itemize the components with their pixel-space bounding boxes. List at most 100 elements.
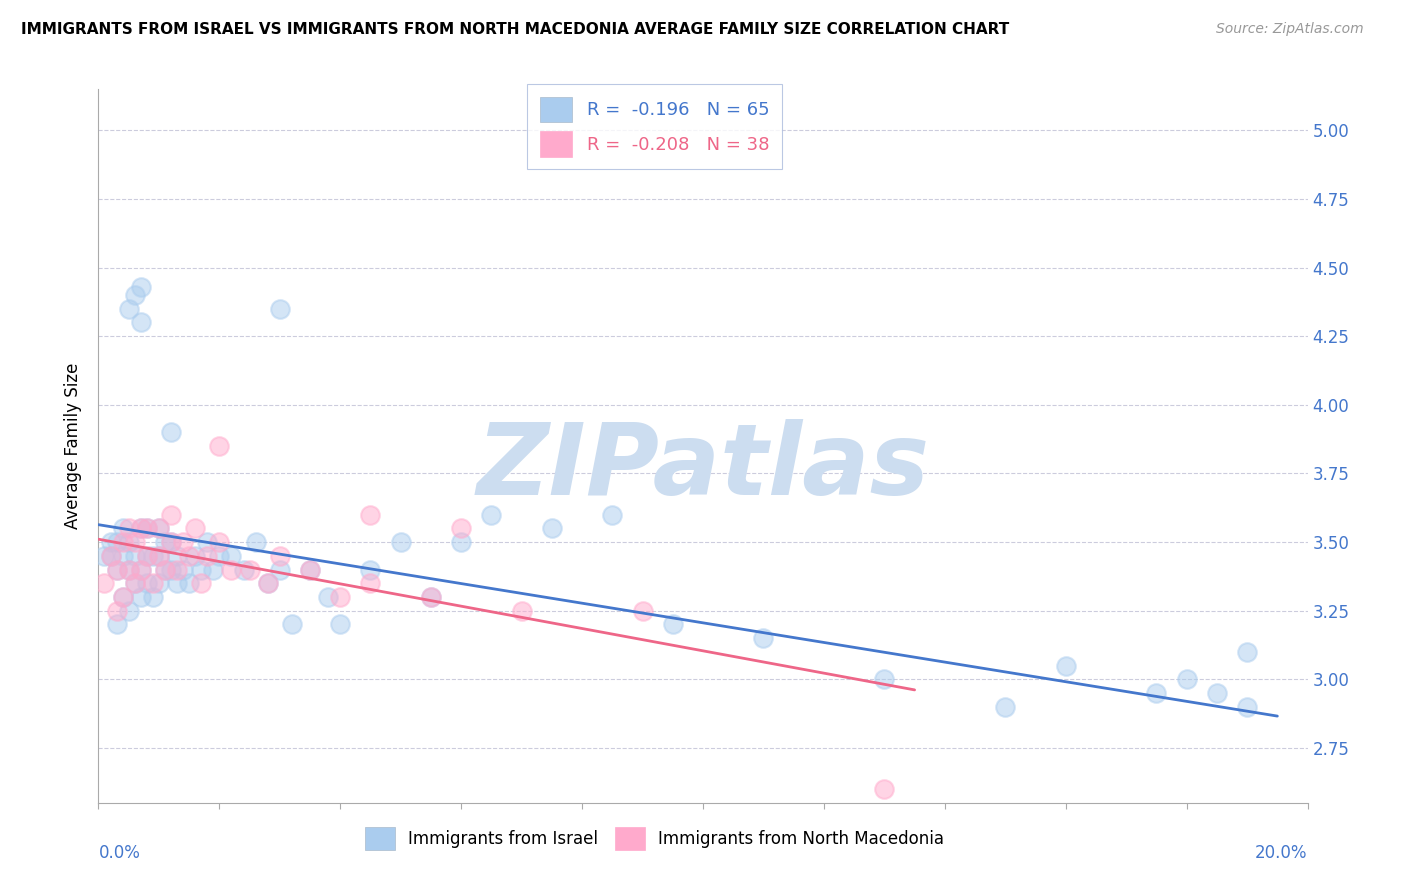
Point bbox=[540, 521, 562, 535]
Point bbox=[360, 508, 382, 522]
Point bbox=[148, 576, 170, 591]
Text: 20.0%: 20.0% bbox=[1256, 844, 1308, 862]
Point bbox=[129, 521, 152, 535]
Point bbox=[100, 549, 122, 563]
Point bbox=[360, 562, 382, 576]
Point bbox=[129, 521, 152, 535]
Point bbox=[100, 549, 122, 563]
Point bbox=[1144, 686, 1167, 700]
Point bbox=[111, 590, 134, 604]
Point bbox=[269, 562, 291, 576]
Point bbox=[118, 562, 141, 576]
Text: Source: ZipAtlas.com: Source: ZipAtlas.com bbox=[1216, 22, 1364, 37]
Point bbox=[190, 562, 212, 576]
Point bbox=[124, 535, 146, 549]
Point bbox=[93, 549, 115, 563]
Point bbox=[124, 576, 146, 591]
Point bbox=[135, 521, 157, 535]
Point bbox=[269, 301, 291, 316]
Point bbox=[129, 316, 152, 330]
Point bbox=[202, 562, 225, 576]
Point bbox=[195, 549, 218, 563]
Point bbox=[179, 576, 201, 591]
Point bbox=[124, 549, 146, 563]
Point bbox=[148, 521, 170, 535]
Point bbox=[239, 562, 262, 576]
Point bbox=[360, 576, 382, 591]
Point bbox=[631, 604, 654, 618]
Point bbox=[256, 576, 278, 591]
Point bbox=[420, 590, 443, 604]
Point bbox=[111, 535, 134, 549]
Point bbox=[124, 288, 146, 302]
Point bbox=[118, 301, 141, 316]
Point bbox=[208, 549, 231, 563]
Point bbox=[221, 549, 243, 563]
Point bbox=[299, 562, 322, 576]
Point bbox=[208, 535, 231, 549]
Point bbox=[1236, 699, 1258, 714]
Point bbox=[420, 590, 443, 604]
Point bbox=[129, 562, 152, 576]
Y-axis label: Average Family Size: Average Family Size bbox=[65, 363, 83, 529]
Point bbox=[179, 549, 201, 563]
Point bbox=[148, 549, 170, 563]
Point bbox=[160, 508, 183, 522]
Point bbox=[148, 549, 170, 563]
Point bbox=[1175, 673, 1198, 687]
Point bbox=[172, 535, 194, 549]
Point bbox=[450, 521, 472, 535]
Point bbox=[172, 562, 194, 576]
Point bbox=[111, 549, 134, 563]
Point bbox=[329, 617, 352, 632]
Point bbox=[111, 521, 134, 535]
Point bbox=[873, 782, 896, 797]
Point bbox=[105, 562, 128, 576]
Point bbox=[1236, 645, 1258, 659]
Point bbox=[232, 562, 254, 576]
Point bbox=[166, 562, 188, 576]
Point bbox=[160, 535, 183, 549]
Point bbox=[994, 864, 1017, 879]
Point bbox=[118, 562, 141, 576]
Point bbox=[184, 521, 207, 535]
Point bbox=[105, 535, 128, 549]
Point bbox=[873, 673, 896, 687]
Point bbox=[1206, 686, 1229, 700]
Point bbox=[118, 535, 141, 549]
Point bbox=[129, 562, 152, 576]
Point bbox=[93, 576, 115, 591]
Point bbox=[118, 604, 141, 618]
Point bbox=[160, 425, 183, 440]
Text: IMMIGRANTS FROM ISRAEL VS IMMIGRANTS FROM NORTH MACEDONIA AVERAGE FAMILY SIZE CO: IMMIGRANTS FROM ISRAEL VS IMMIGRANTS FRO… bbox=[21, 22, 1010, 37]
Point bbox=[166, 576, 188, 591]
Point bbox=[129, 280, 152, 294]
Point bbox=[245, 535, 267, 549]
Point bbox=[661, 617, 683, 632]
Point bbox=[153, 535, 176, 549]
Point bbox=[269, 549, 291, 563]
Point bbox=[135, 576, 157, 591]
Point bbox=[166, 549, 188, 563]
Point bbox=[148, 521, 170, 535]
Point bbox=[281, 617, 304, 632]
Point bbox=[153, 562, 176, 576]
Point bbox=[208, 439, 231, 453]
Legend: Immigrants from Israel, Immigrants from North Macedonia: Immigrants from Israel, Immigrants from … bbox=[357, 819, 953, 859]
Point bbox=[752, 631, 775, 645]
Point bbox=[153, 562, 176, 576]
Point bbox=[389, 535, 412, 549]
Point bbox=[124, 576, 146, 591]
Text: ZIPatlas: ZIPatlas bbox=[477, 419, 929, 516]
Point bbox=[190, 576, 212, 591]
Point bbox=[105, 617, 128, 632]
Point bbox=[299, 562, 322, 576]
Text: 0.0%: 0.0% bbox=[98, 844, 141, 862]
Point bbox=[111, 590, 134, 604]
Point bbox=[100, 535, 122, 549]
Point bbox=[510, 604, 533, 618]
Point bbox=[221, 562, 243, 576]
Point bbox=[602, 508, 624, 522]
Point bbox=[142, 590, 165, 604]
Point bbox=[1054, 658, 1077, 673]
